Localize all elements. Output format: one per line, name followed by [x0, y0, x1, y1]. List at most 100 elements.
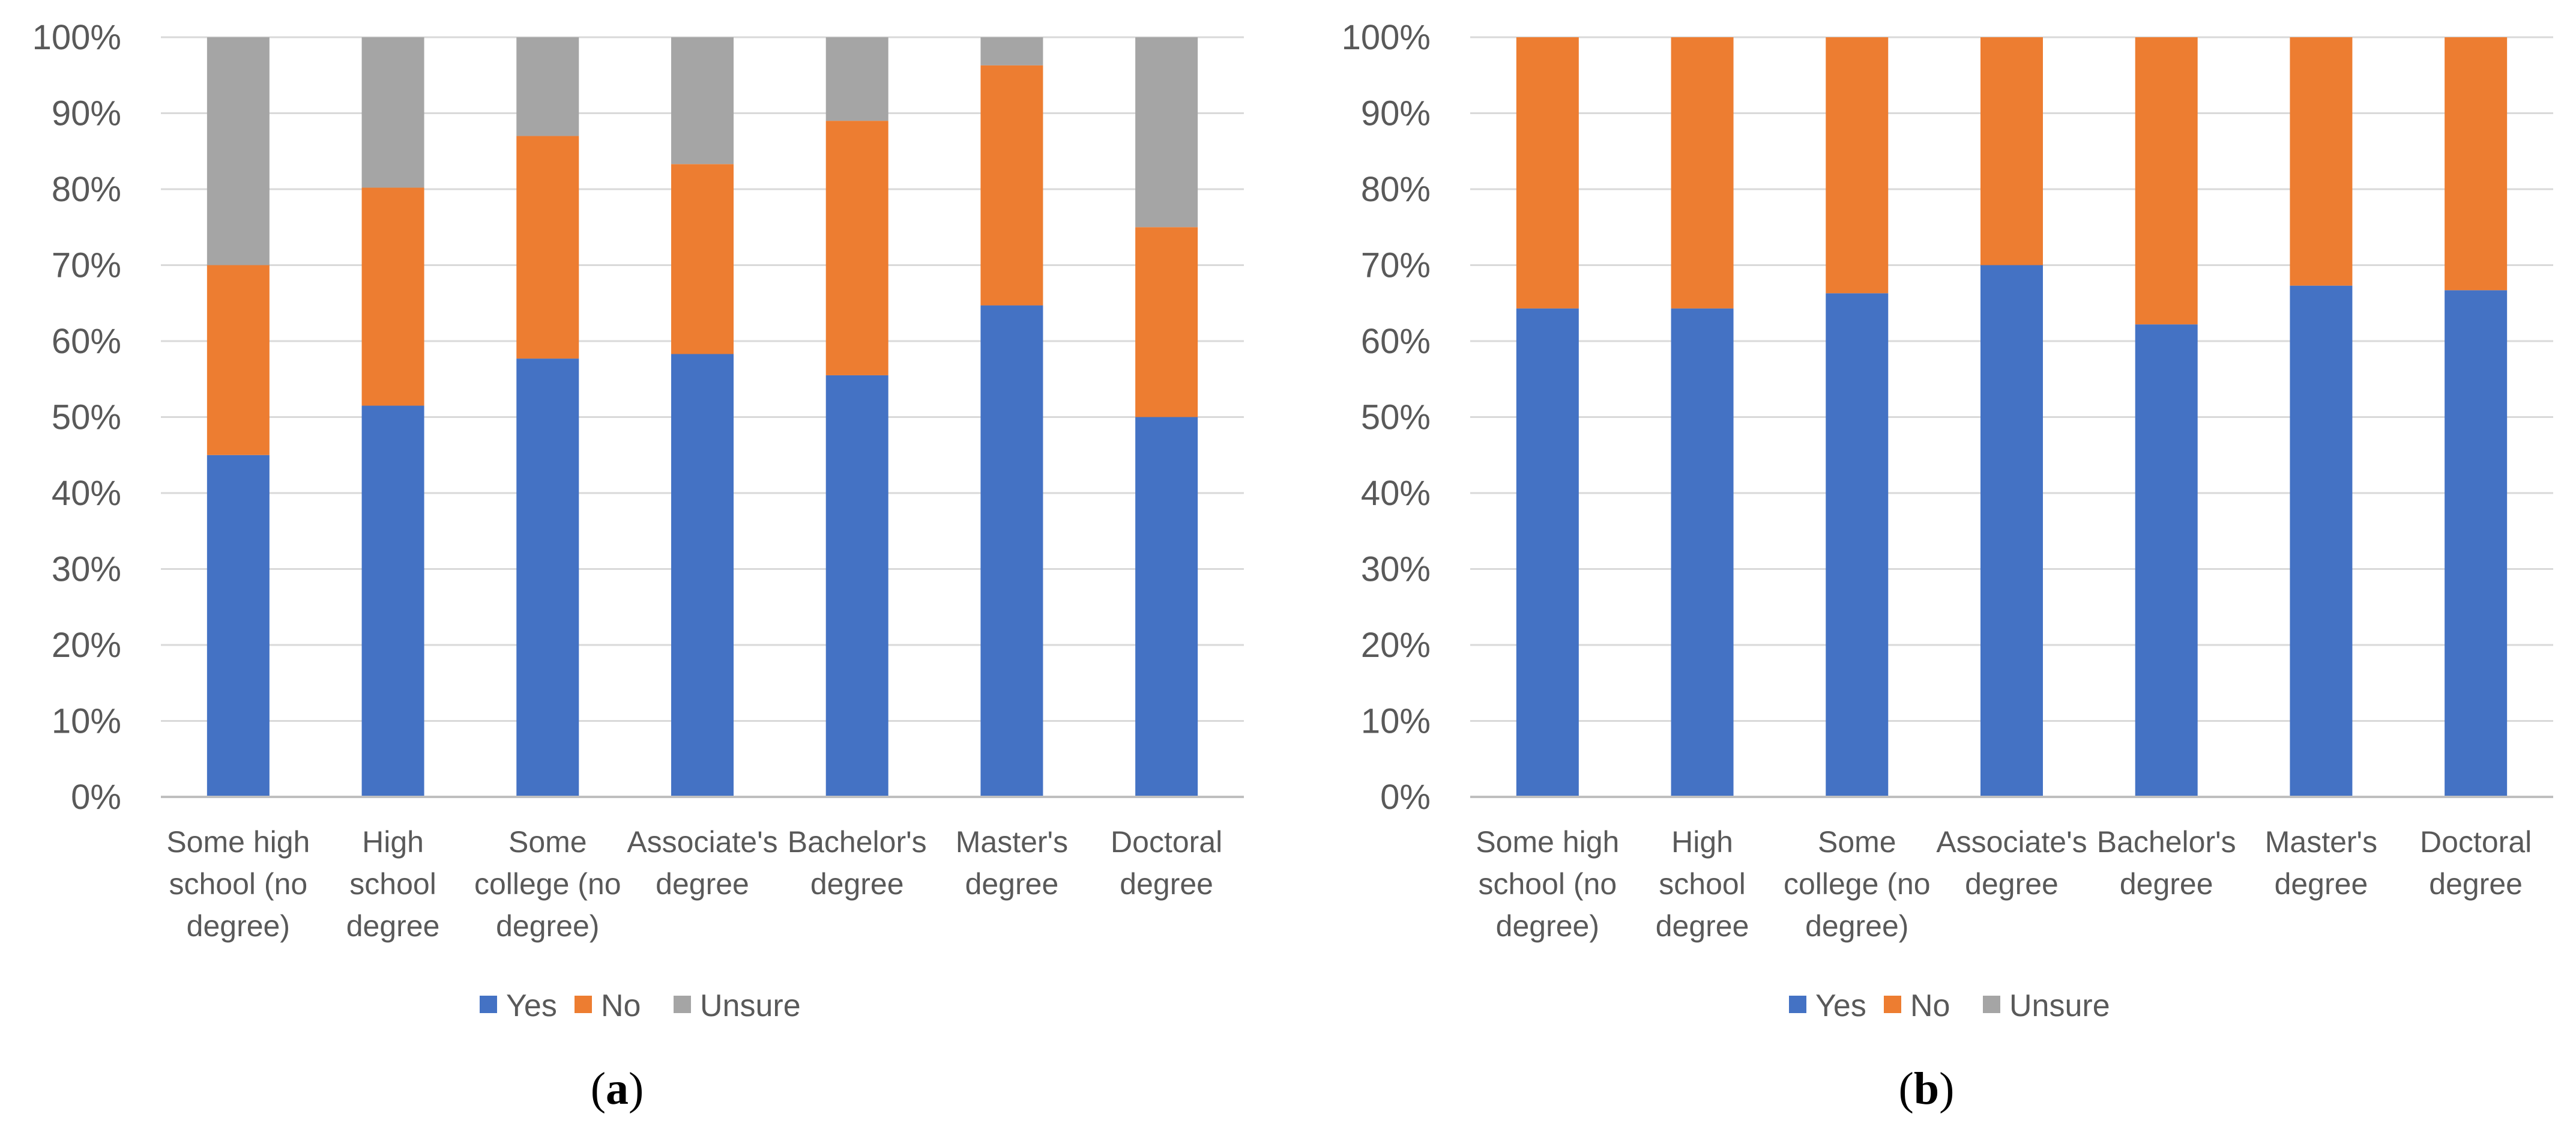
caption-close-paren: )	[629, 1064, 644, 1114]
x-tick-label-line: Master's	[2265, 825, 2377, 859]
bar-yes	[361, 405, 424, 797]
bar-no	[2445, 37, 2508, 291]
bar-no	[671, 164, 734, 354]
bar-no	[207, 265, 270, 455]
caption-open-paren: (	[591, 1064, 606, 1114]
caption-letter: b	[1914, 1064, 1939, 1114]
bar-yes	[825, 375, 888, 797]
x-tick-label-line: degree	[656, 867, 749, 901]
x-tick-label: Doctoral degree	[1111, 825, 1222, 901]
x-tick-label-line: Doctoral	[2420, 825, 2532, 859]
y-tick-label: 60%	[52, 322, 121, 361]
x-tick-label-line: degree)	[496, 909, 599, 943]
x-tick-label-line: Bachelor's	[2097, 825, 2236, 859]
x-tick-label: Bachelor's degree	[788, 825, 927, 901]
x-tick-label-line: Some high	[166, 825, 310, 859]
x-tick-label-line: Master's	[956, 825, 1068, 859]
chart-panel-a: 0% 10% 20% 30% 40% 50% 60% 70% 80% 90% 100% Some hi…	[32, 18, 1244, 1114]
legend-label-no: No	[601, 988, 641, 1023]
x-tick-label-line: degree	[2120, 867, 2213, 901]
x-tick-label-line: degree	[810, 867, 904, 901]
bar-yes	[980, 305, 1043, 797]
bar-yes	[1516, 308, 1579, 797]
y-tick-label: 50%	[1361, 398, 1431, 437]
x-tick-label-line: degree	[965, 867, 1059, 901]
x-tick-label-line: degree	[1965, 867, 2059, 901]
legend-swatch-yes	[480, 996, 497, 1013]
x-tick-label-line: High	[362, 825, 424, 859]
x-tick-label-line: Bachelor's	[788, 825, 927, 859]
legend-label-yes: Yes	[1815, 988, 1866, 1023]
x-tick-label-line: Associate's	[627, 825, 777, 859]
x-tick-label: Some college (no degree)	[1784, 825, 1931, 943]
y-tick-label: 40%	[52, 474, 121, 513]
bar-no	[361, 187, 424, 406]
y-tick-label: 100%	[32, 18, 121, 57]
bar-yes	[1826, 293, 1889, 797]
bar-unsure	[1135, 37, 1198, 228]
bar-yes	[2135, 324, 2198, 797]
x-tick-label-line: Some	[508, 825, 587, 859]
legend-swatch-unsure	[674, 996, 691, 1013]
bar-yes	[2445, 290, 2508, 797]
y-tick-label: 90%	[52, 94, 121, 133]
x-tick-label: Doctoral degree	[2420, 825, 2532, 901]
bar-yes	[516, 359, 579, 797]
bar-yes	[671, 354, 734, 797]
x-tick-label-line: degree)	[1496, 909, 1599, 943]
y-tick-label: 30%	[1361, 550, 1431, 589]
chart-panel-b: 0% 10% 20% 30% 40% 50% 60% 70% 80% 90% 100% Some hi…	[1342, 18, 2553, 1114]
x-tick-label: Bachelor's degree	[2097, 825, 2236, 901]
y-tick-label: 40%	[1361, 474, 1431, 513]
y-tick-label: 10%	[1361, 702, 1431, 741]
y-tick-label: 70%	[1361, 246, 1431, 285]
x-tick-label: Master's degree	[956, 825, 1068, 901]
bar-no	[980, 65, 1043, 306]
bar-yes	[1671, 308, 1734, 797]
bar-unsure	[207, 37, 270, 265]
caption-close-paren: )	[1939, 1064, 1954, 1114]
x-tick-label-line: Doctoral	[1111, 825, 1222, 859]
x-tick-label: High school degree	[1656, 825, 1749, 943]
x-tick-label: Associate's degree	[1936, 825, 2087, 901]
y-tick-label: 0%	[1380, 778, 1431, 817]
bar-no	[1516, 37, 1579, 309]
bar-yes	[207, 455, 270, 797]
legend-label-yes: Yes	[506, 988, 557, 1023]
y-tick-label: 0%	[71, 778, 121, 817]
legend-swatch-yes	[1789, 996, 1806, 1013]
x-tick-label-line: school	[349, 867, 436, 901]
legend-label-unsure: Unsure	[700, 988, 801, 1023]
x-tick-label-line: degree	[1120, 867, 1213, 901]
caption-letter: a	[606, 1064, 629, 1114]
bar-yes	[2290, 285, 2353, 797]
x-tick-label-line: school (no	[169, 867, 308, 901]
x-tick-label: Associate's degree	[627, 825, 777, 901]
bar-no	[1135, 227, 1198, 417]
x-tick-label-line: degree	[346, 909, 440, 943]
y-tick-label: 80%	[1361, 170, 1431, 209]
bar-unsure	[671, 37, 734, 165]
y-tick-label: 60%	[1361, 322, 1431, 361]
y-tick-label: 80%	[52, 170, 121, 209]
x-tick-label-line: degree)	[187, 909, 290, 943]
bar-unsure	[516, 37, 579, 136]
y-tick-label: 50%	[52, 398, 121, 437]
legend-label-no: No	[1910, 988, 1950, 1023]
bar-yes	[1980, 265, 2043, 797]
caption-open-paren: (	[1899, 1064, 1914, 1114]
bar-no	[1826, 37, 1889, 294]
x-tick-label-line: school	[1659, 867, 1746, 901]
panel-caption: (b)	[1899, 1064, 1955, 1114]
x-tick-label-line: Associate's	[1936, 825, 2087, 859]
x-tick-label: Some high school (no degree)	[1476, 825, 1619, 943]
y-tick-label: 30%	[52, 550, 121, 589]
x-tick-label: High school degree	[346, 825, 440, 943]
x-tick-label-line: degree	[2275, 867, 2368, 901]
x-tick-label-line: High	[1671, 825, 1733, 859]
x-tick-label-line: school (no	[1479, 867, 1617, 901]
y-tick-label: 20%	[1361, 626, 1431, 665]
y-tick-label: 90%	[1361, 94, 1431, 133]
x-tick-label-line: Some high	[1476, 825, 1619, 859]
